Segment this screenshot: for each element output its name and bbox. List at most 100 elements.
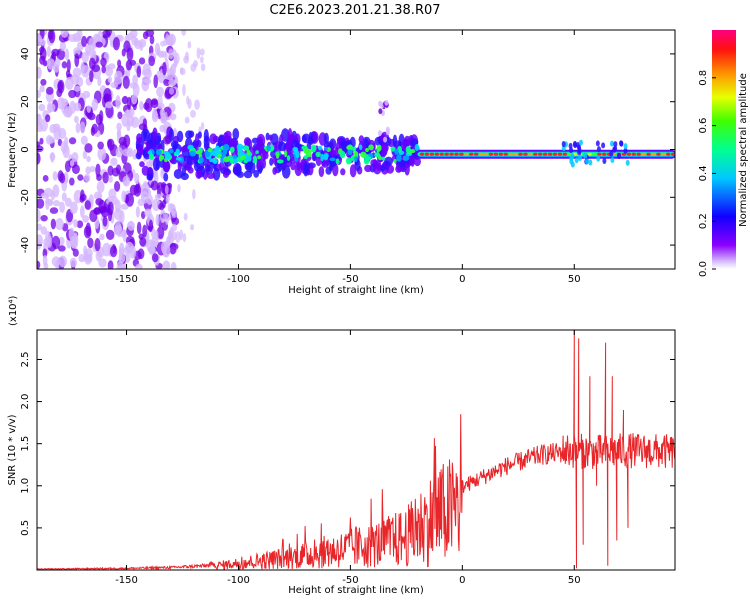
spectrogram-cell — [173, 56, 178, 68]
snr-y-tick-label: 2.5 — [20, 352, 31, 368]
spectrogram-cell — [181, 164, 187, 177]
spectrogram-cell — [98, 258, 107, 268]
spectrogram-cell — [195, 169, 202, 179]
spectrogram-cell — [43, 262, 49, 269]
spectrogram-cell — [118, 252, 126, 264]
spectrogram-cell — [378, 108, 383, 115]
spectrogram-cell — [69, 201, 78, 215]
spectrogram-cell — [372, 159, 378, 170]
spectrogram-cell — [89, 165, 96, 173]
spectrogram-cell — [97, 141, 104, 150]
spectrogram-cell — [70, 74, 80, 85]
spectrogram-cell — [631, 152, 637, 156]
spectrogram-cell — [110, 81, 119, 89]
spectrogram-cell — [96, 174, 102, 182]
spectrogram-cell — [171, 217, 180, 226]
spectrogram-cell — [176, 130, 184, 143]
spectrogram-cell — [40, 214, 48, 222]
spectrogram-cell — [86, 155, 91, 163]
spectrogram-cell — [197, 131, 202, 139]
spectrogram-cell — [142, 31, 149, 40]
spectrogram-cell — [132, 103, 137, 111]
spectrogram-cell — [368, 153, 373, 157]
spectrogram-cell — [48, 30, 56, 44]
spectrogram-cell — [595, 140, 600, 147]
spectrogram-cell — [45, 198, 54, 205]
spectrogram-cell — [196, 139, 202, 148]
spectrogram-cell — [353, 151, 359, 159]
spectrogram-cell — [157, 94, 163, 107]
spectrogram-cell — [200, 56, 204, 64]
spectrogram-cell — [39, 85, 45, 93]
spectrogram-cell — [303, 155, 308, 159]
spectrogram-cell — [122, 75, 130, 89]
spectrogram-cell — [165, 73, 174, 81]
spectrogram-cell — [80, 62, 85, 74]
spectrogram-cell — [89, 209, 98, 223]
spectrogram-cell — [42, 174, 49, 182]
spectrogram-cell — [160, 50, 167, 58]
spectrogram-cell — [107, 139, 112, 148]
snr-y-tick-label: 2.0 — [20, 394, 31, 410]
spectrogram-cell — [162, 243, 171, 258]
spectrogram-cell — [180, 146, 190, 153]
spectrogram-cell — [304, 161, 310, 173]
spectrogram-cell — [175, 156, 182, 161]
spectrogram-cell — [139, 100, 144, 111]
spectrogram-cell — [37, 34, 43, 46]
spectrogram-cell — [229, 146, 235, 153]
spectrogram-cell — [172, 231, 177, 241]
spectrogram-cell — [40, 226, 48, 235]
spectrogram-cell — [308, 131, 313, 145]
spectrogram-cell — [315, 151, 321, 158]
spectrogram-cell — [318, 166, 325, 178]
colorbar-tick-label: 0.8 — [698, 70, 709, 86]
spectrogram-cell — [636, 152, 641, 156]
spectrogram-cell — [393, 158, 397, 163]
spectrogram-cell — [403, 135, 411, 147]
spectrogram-cell — [508, 152, 513, 156]
spectrogram-cell — [444, 152, 449, 156]
spectrogram-cell — [246, 149, 251, 156]
spectrogram-cell — [68, 34, 78, 42]
spectrogram-cell — [175, 148, 180, 156]
spectrogram-cell — [57, 245, 66, 252]
spectrogram-cell — [83, 173, 91, 183]
spectrogram-cell — [91, 98, 99, 111]
spectrogram-cell — [168, 87, 174, 95]
spectrogram-cell — [257, 155, 262, 160]
spectrogram-cell — [112, 37, 120, 51]
snr-x-ticks: -150 -100 -50 0 50 — [115, 330, 581, 586]
spectrogram-cell — [402, 155, 410, 161]
spectrogram-cell — [557, 152, 563, 156]
spectrogram-cell — [379, 164, 386, 172]
spectrogram-cell — [349, 164, 357, 178]
snr-x-tick-label: -50 — [342, 575, 358, 586]
snr-y-ticks: 0.5 1.0 1.5 2.0 2.5 — [20, 352, 675, 536]
spectrogram-cell — [154, 230, 159, 240]
spectrogram-cell — [405, 146, 411, 154]
spectrogram-cell — [190, 63, 197, 72]
spectrogram-cell — [111, 195, 118, 205]
spectrogram-cell — [378, 155, 382, 161]
spectrogram-cell — [583, 152, 588, 159]
spectrogram-cell — [384, 156, 393, 167]
spectrogram-cell — [342, 144, 348, 154]
spectrogram-cell — [40, 192, 49, 199]
spectrogram-cell — [380, 156, 386, 161]
spectrogram-cell — [610, 156, 615, 163]
snr-x-label: Height of straight line (km) — [288, 585, 424, 596]
spectrogram-cell — [52, 200, 61, 207]
spectrogram-cell — [140, 211, 146, 220]
spectrogram-cell — [419, 152, 425, 156]
spectrogram-cell — [552, 152, 558, 156]
spectrogram-cell — [212, 167, 221, 181]
spectrogram-panel: -150 -100 -50 0 50 -40 -20 0 20 40 Height of str… — [7, 29, 676, 296]
spectrogram-cell — [47, 103, 56, 113]
spectrogram-cell — [596, 155, 601, 162]
spectrogram-cell — [94, 237, 101, 252]
spectrogram-cell — [286, 155, 291, 161]
spectrogram-cell — [39, 118, 48, 132]
spectrogram-cell — [190, 109, 196, 118]
spectrogram-cell — [601, 142, 606, 149]
